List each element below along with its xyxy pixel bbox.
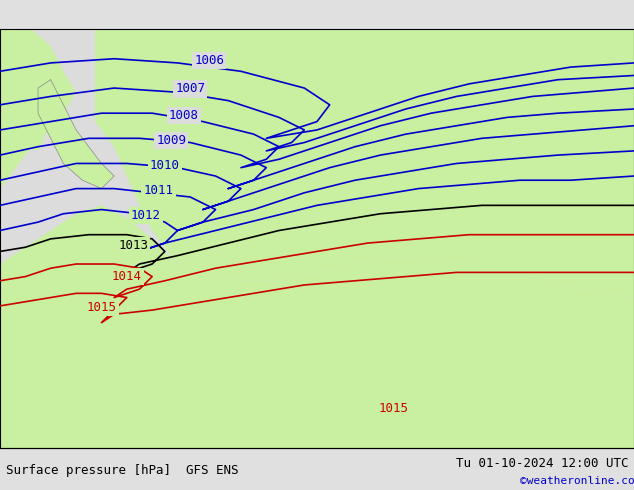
Text: ©weatheronline.co.uk: ©weatheronline.co.uk <box>520 476 634 486</box>
Text: 1012: 1012 <box>131 209 161 222</box>
Polygon shape <box>0 205 634 448</box>
Text: 1015: 1015 <box>378 402 408 415</box>
FancyBboxPatch shape <box>0 29 634 448</box>
Polygon shape <box>393 29 634 113</box>
Text: Surface pressure [hPa]  GFS ENS: Surface pressure [hPa] GFS ENS <box>6 464 239 477</box>
Polygon shape <box>114 29 634 134</box>
Text: 1007: 1007 <box>175 82 205 96</box>
Text: 1015: 1015 <box>86 301 117 314</box>
Text: 1013: 1013 <box>118 239 148 252</box>
Text: 1009: 1009 <box>156 134 186 147</box>
Text: 1006: 1006 <box>194 54 224 67</box>
Text: 1010: 1010 <box>150 159 180 172</box>
Polygon shape <box>127 29 634 172</box>
Polygon shape <box>0 29 76 189</box>
Polygon shape <box>38 80 114 189</box>
Polygon shape <box>13 105 44 151</box>
Text: 1008: 1008 <box>169 109 199 122</box>
Text: 1014: 1014 <box>112 270 142 283</box>
Text: 1011: 1011 <box>143 184 174 197</box>
Text: Tu 01-10-2024 12:00 UTC (18+162): Tu 01-10-2024 12:00 UTC (18+162) <box>456 457 634 469</box>
Polygon shape <box>95 29 634 297</box>
